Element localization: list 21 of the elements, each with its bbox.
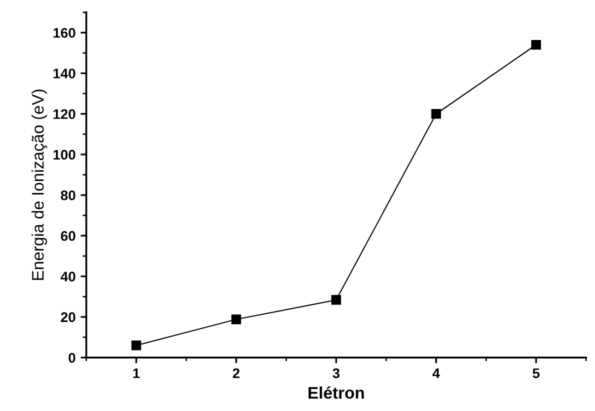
y-tick-label: 100: [54, 150, 76, 160]
point: [231, 314, 242, 324]
point: [431, 109, 441, 119]
y-tick-label: 60: [60, 231, 76, 241]
x-tick-label: 3: [332, 368, 340, 378]
point: [531, 40, 541, 50]
y-tick-label: 120: [54, 109, 76, 120]
x-tick-label: 5: [532, 368, 540, 378]
point: [131, 340, 142, 350]
y-tick-label: 80: [60, 190, 76, 200]
x-tick-label: 4: [432, 368, 440, 378]
y-tick-label: 20: [60, 312, 76, 322]
y-axis-title: Energia de Ionização (eV): [32, 90, 48, 280]
point: [331, 295, 342, 305]
y-tick-label: 40: [60, 272, 76, 282]
x-tick-label: 2: [232, 368, 240, 378]
y-tick-label: 160: [54, 28, 76, 38]
x-tick-label: 1: [133, 368, 140, 378]
x-axis-title: Elétron: [308, 386, 364, 399]
y-tick-label: 140: [54, 68, 76, 78]
y-tick-label: 0: [68, 352, 76, 363]
